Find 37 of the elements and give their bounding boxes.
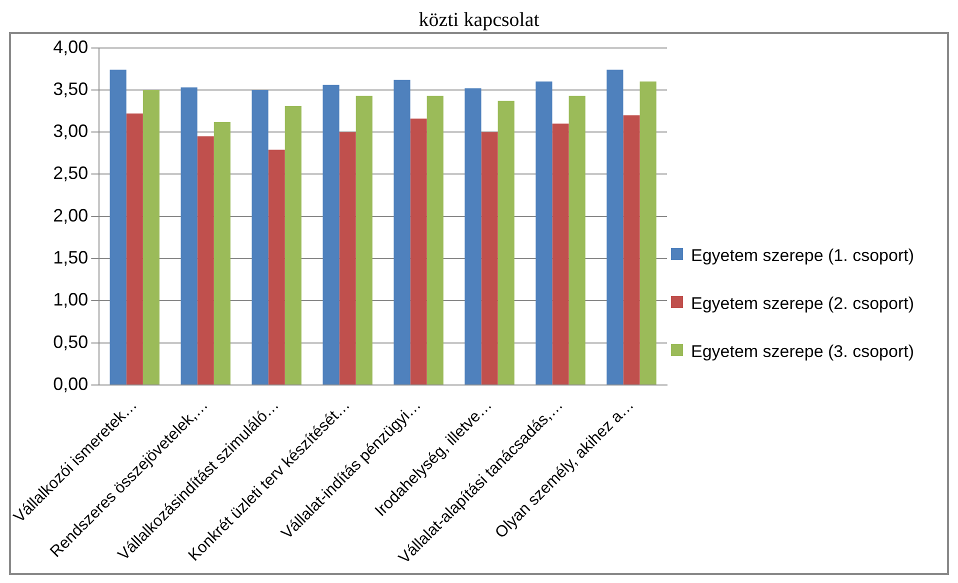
legend-label: Egyetem szerepe (3. csoport)	[691, 340, 914, 362]
legend-label: Egyetem szerepe (1. csoport)	[691, 244, 914, 266]
bar	[214, 122, 230, 384]
y-tick-label: 0,50	[53, 332, 88, 352]
bar	[339, 132, 356, 384]
bar	[623, 115, 640, 384]
y-tick-label: 2,00	[53, 205, 88, 226]
bar	[268, 150, 285, 384]
bar	[197, 136, 214, 384]
bar	[552, 124, 569, 384]
bar	[568, 96, 586, 384]
bar	[536, 82, 552, 384]
y-tick-label: 0,00	[53, 374, 88, 394]
bar	[252, 90, 268, 384]
bar	[640, 82, 656, 384]
bar	[481, 132, 498, 384]
y-tick-label: 3,50	[53, 78, 88, 99]
bar	[394, 80, 410, 384]
y-tick-label: 1,00	[53, 290, 88, 310]
y-tick-label: 2,50	[53, 163, 88, 184]
bar	[426, 96, 444, 384]
y-tick-label: 3,00	[53, 121, 88, 142]
legend-label: Egyetem szerepe (2. csoport)	[691, 292, 914, 314]
bar	[606, 70, 624, 384]
bar	[142, 90, 160, 384]
y-tick-label: 4,00	[53, 36, 88, 57]
y-tick-label: 1,50	[53, 247, 88, 268]
bar	[464, 88, 482, 384]
bar	[126, 114, 143, 384]
bar	[498, 100, 514, 384]
bar	[284, 106, 302, 384]
bar	[322, 84, 340, 384]
bar	[356, 96, 372, 384]
bar	[110, 70, 126, 384]
chart-title: közti kapcsolat	[418, 8, 540, 32]
bar	[410, 118, 427, 384]
bar	[180, 87, 198, 384]
